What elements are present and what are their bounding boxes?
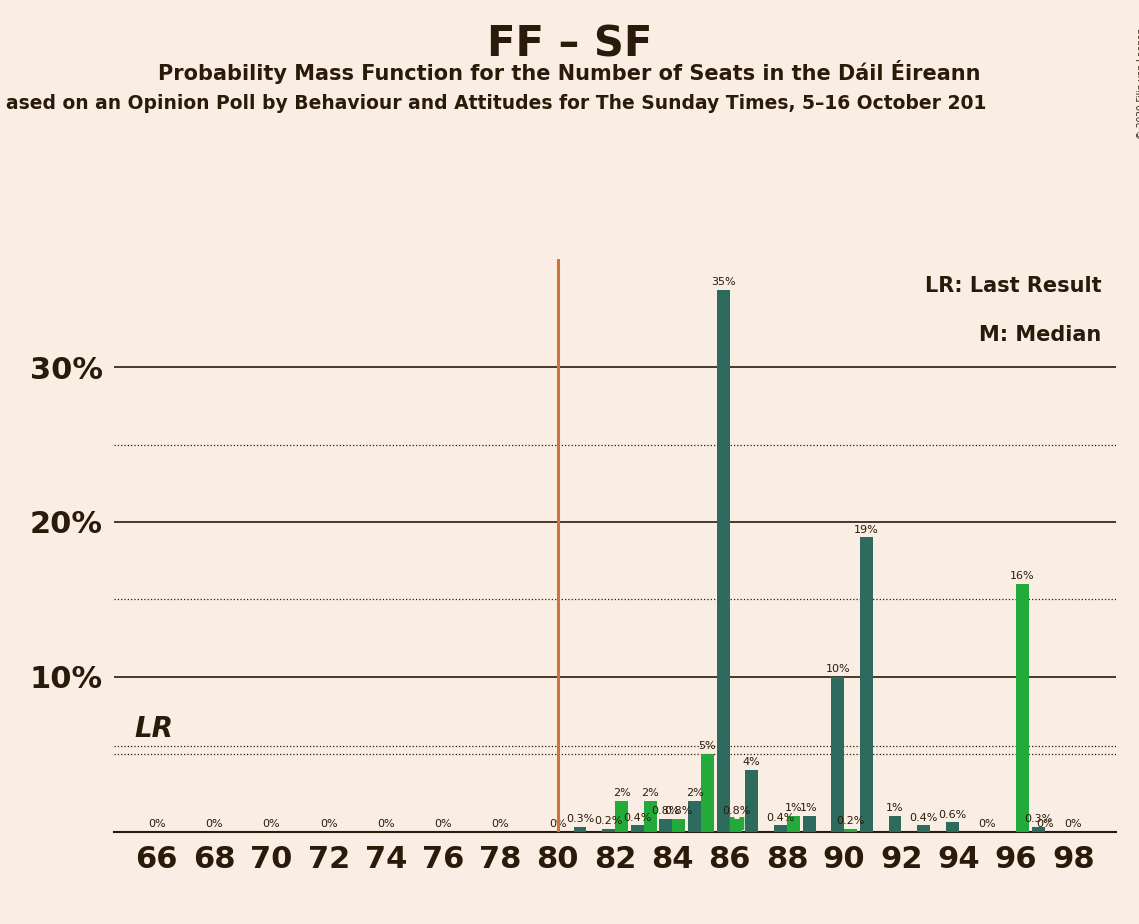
Text: ased on an Opinion Poll by Behaviour and Attitudes for The Sunday Times, 5–16 Oc: ased on an Opinion Poll by Behaviour and… <box>6 94 986 114</box>
Text: 0%: 0% <box>1035 819 1054 829</box>
Text: 35%: 35% <box>711 277 736 286</box>
Text: 0%: 0% <box>263 819 280 829</box>
Bar <box>672 820 686 832</box>
Text: 0.2%: 0.2% <box>595 816 623 826</box>
Text: 0.4%: 0.4% <box>623 812 652 822</box>
Text: 1%: 1% <box>785 803 802 813</box>
Bar <box>1032 827 1044 832</box>
Bar <box>945 822 959 832</box>
Text: 2%: 2% <box>641 788 659 797</box>
Text: 0%: 0% <box>148 819 165 829</box>
Text: Probability Mass Function for the Number of Seats in the Dáil Éireann: Probability Mass Function for the Number… <box>158 60 981 84</box>
Text: 0.4%: 0.4% <box>767 812 795 822</box>
Text: 0.4%: 0.4% <box>909 812 937 822</box>
Text: 0%: 0% <box>492 819 509 829</box>
Bar <box>716 290 730 832</box>
Bar <box>730 820 743 832</box>
Bar <box>574 827 587 832</box>
Text: 0.3%: 0.3% <box>566 814 595 824</box>
Text: © 2020 Filip van Laenen: © 2020 Filip van Laenen <box>1137 28 1139 139</box>
Text: 10%: 10% <box>826 664 850 674</box>
Bar <box>803 816 816 832</box>
Text: 0%: 0% <box>320 819 337 829</box>
Bar <box>860 538 872 832</box>
Text: 2%: 2% <box>686 788 704 797</box>
Text: 1%: 1% <box>801 803 818 813</box>
Text: LR: LR <box>134 715 173 743</box>
Text: 5%: 5% <box>698 741 716 751</box>
Bar <box>688 800 700 832</box>
Text: 2%: 2% <box>613 788 630 797</box>
Text: 0.2%: 0.2% <box>836 816 865 826</box>
Bar <box>615 800 628 832</box>
Bar <box>659 820 672 832</box>
Text: 0.6%: 0.6% <box>939 809 966 820</box>
Bar <box>831 676 844 832</box>
Text: LR: Last Result: LR: Last Result <box>925 276 1101 296</box>
Text: 0%: 0% <box>377 819 395 829</box>
Bar <box>631 825 644 832</box>
Bar <box>603 829 615 832</box>
Bar <box>745 770 759 832</box>
Text: 16%: 16% <box>1010 571 1034 581</box>
Text: 0%: 0% <box>549 819 566 829</box>
Text: 0.8%: 0.8% <box>722 807 751 817</box>
Bar <box>1016 584 1029 832</box>
Text: M: Median: M: Median <box>978 324 1101 345</box>
Text: 0%: 0% <box>434 819 452 829</box>
Text: 1%: 1% <box>886 803 904 813</box>
Bar <box>787 816 800 832</box>
Bar <box>844 829 857 832</box>
Text: 0.8%: 0.8% <box>664 807 693 817</box>
Text: 4%: 4% <box>743 757 761 767</box>
Text: 0.8%: 0.8% <box>652 807 680 817</box>
Bar <box>700 754 714 832</box>
Text: M: M <box>727 817 745 834</box>
Bar <box>888 816 901 832</box>
Text: 19%: 19% <box>854 525 878 535</box>
Text: 0%: 0% <box>978 819 997 829</box>
Bar <box>644 800 656 832</box>
Text: 0.3%: 0.3% <box>1024 814 1052 824</box>
Bar <box>917 825 931 832</box>
Text: 0%: 0% <box>205 819 223 829</box>
Text: FF – SF: FF – SF <box>486 23 653 65</box>
Bar <box>775 825 787 832</box>
Text: 0%: 0% <box>1065 819 1082 829</box>
